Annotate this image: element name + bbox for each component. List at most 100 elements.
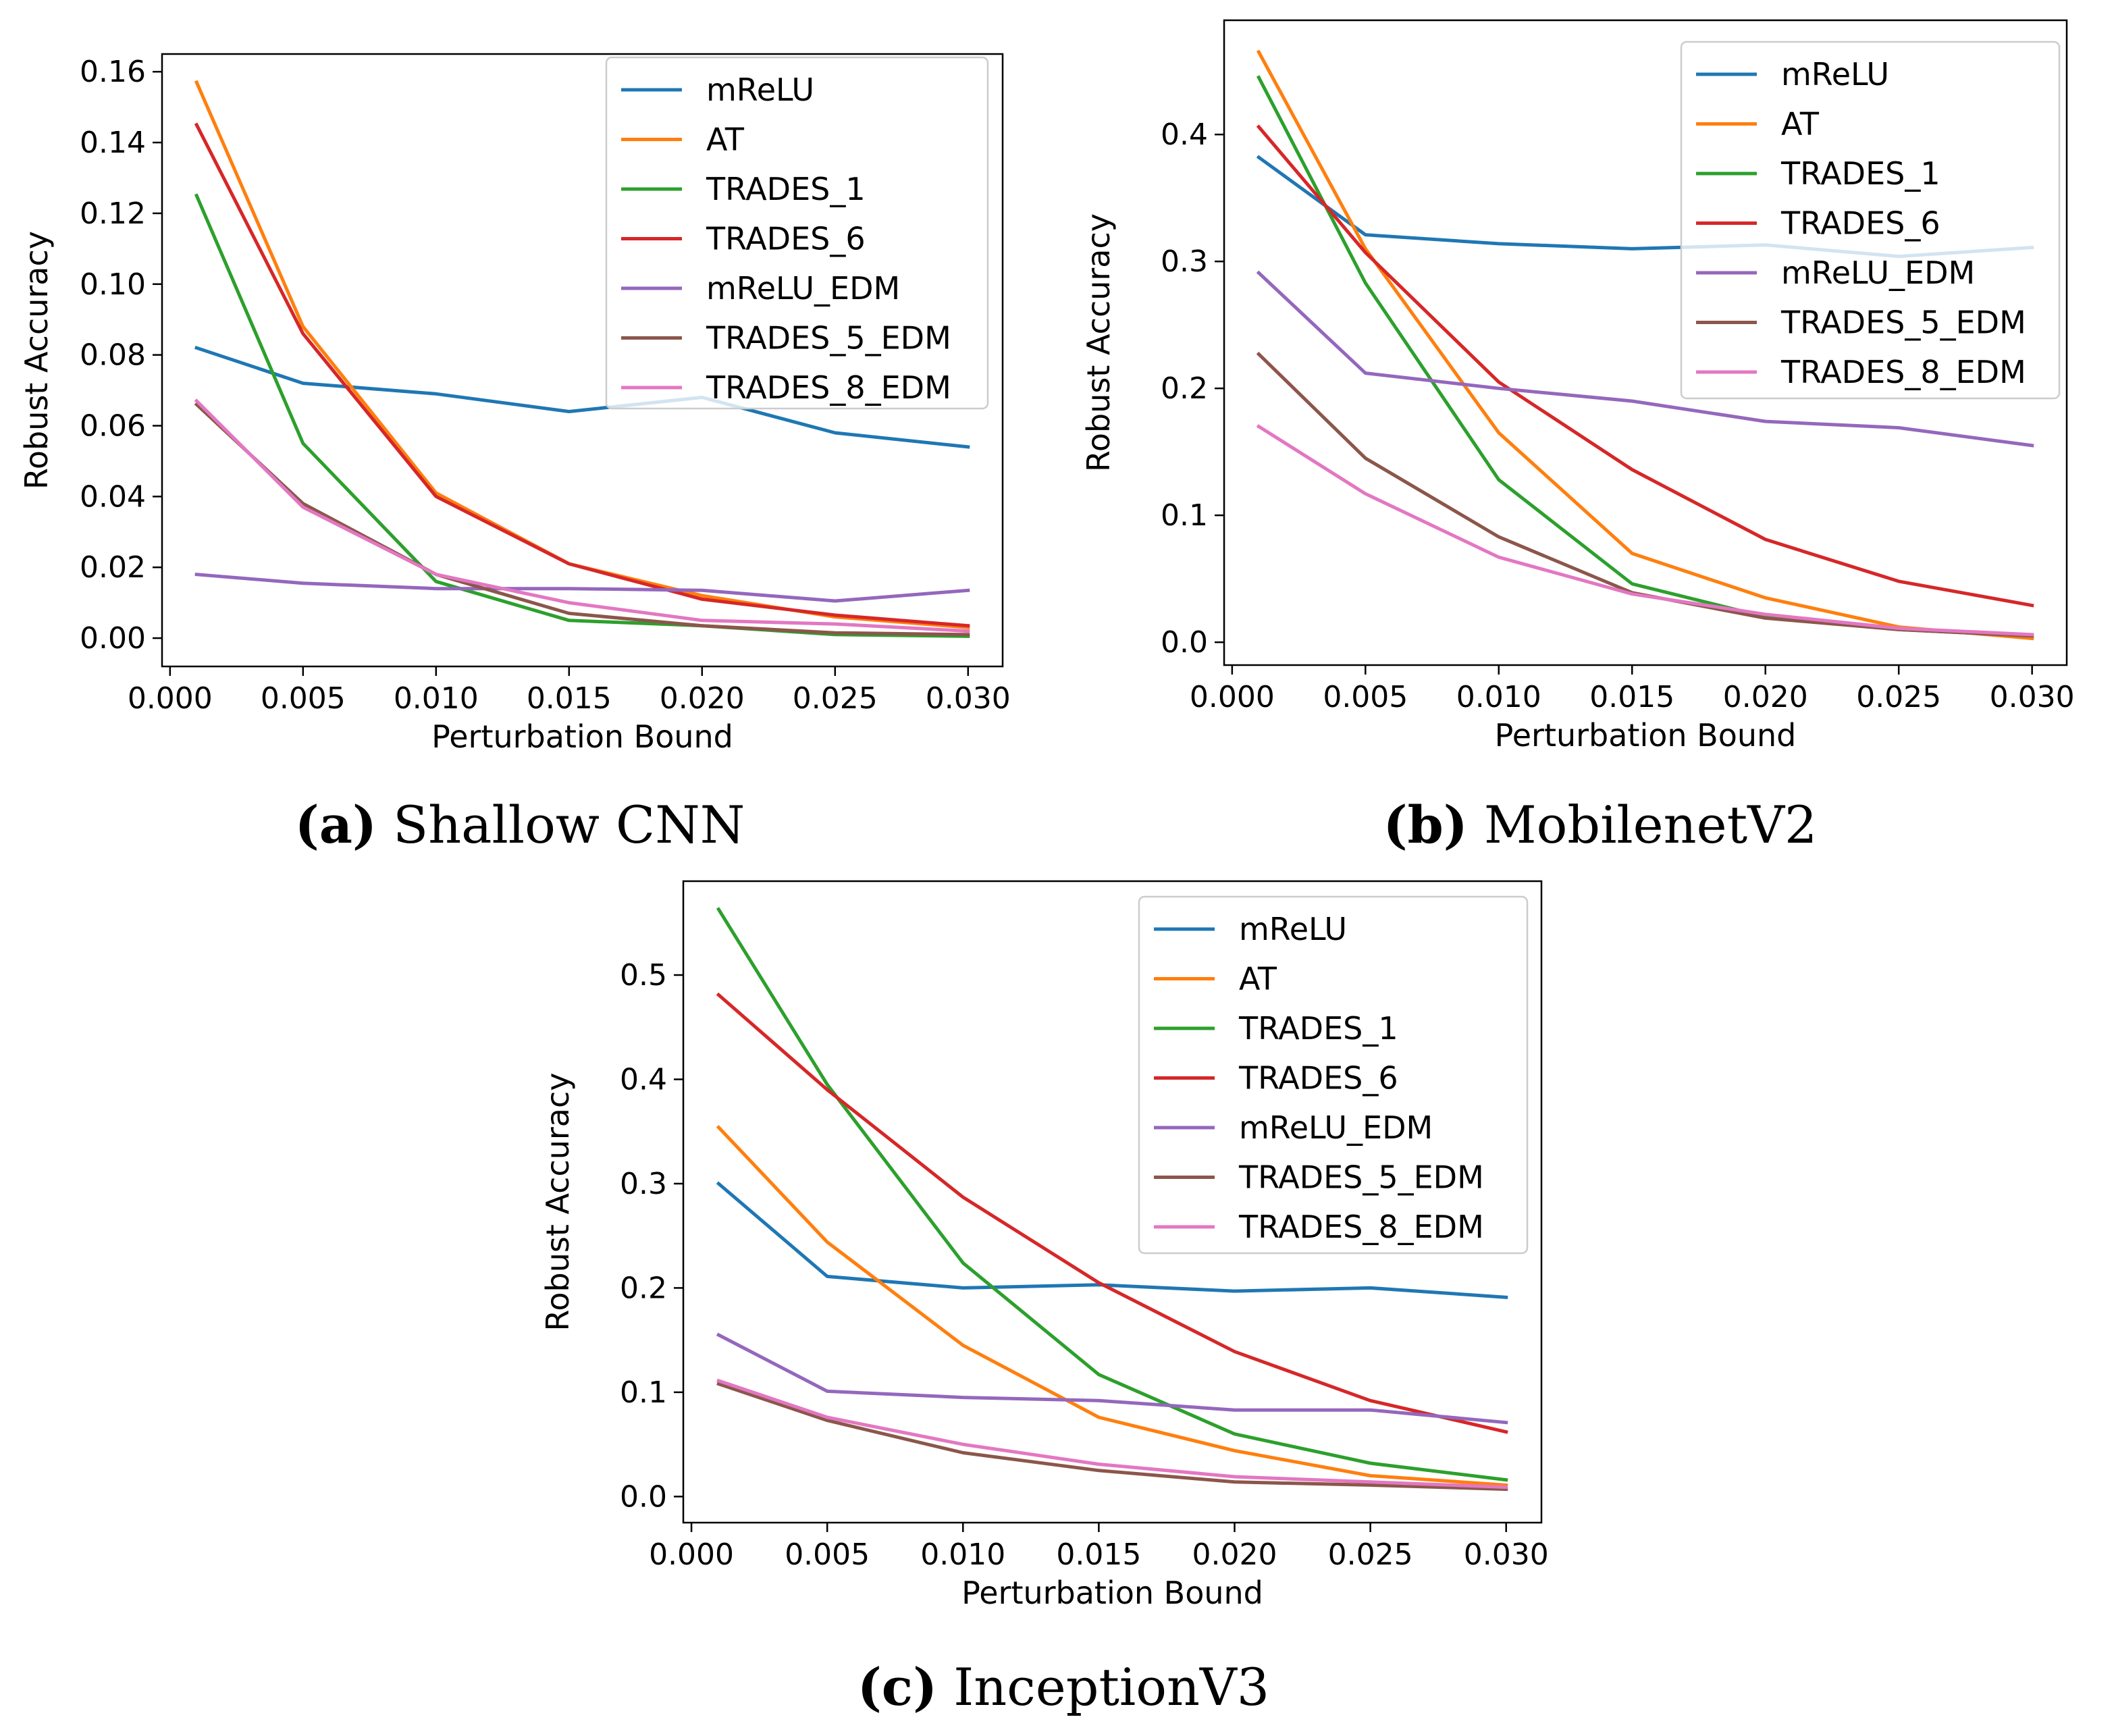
y-tick-label: 0.10 xyxy=(80,267,146,302)
legend-box xyxy=(1680,41,2061,400)
legend-label: AT xyxy=(706,122,745,158)
x-tick-label: 0.025 xyxy=(1856,680,1941,714)
series-line-trades-8-edm xyxy=(194,398,970,633)
subfigure-caption: (c) InceptionV3 xyxy=(857,1657,1269,1717)
y-axis-label: Robust Accuracy xyxy=(18,231,55,490)
y-tick-label: 0.5 xyxy=(620,958,667,993)
legend-label: TRADES_5_EDM xyxy=(706,320,951,357)
caption-letter: (b) xyxy=(1383,795,1468,855)
subfigure-caption: (b) MobilenetV2 xyxy=(1383,795,1818,855)
subfigure-caption: (a) Shallow CNN xyxy=(295,795,745,855)
x-tick-label: 0.000 xyxy=(649,1537,734,1572)
caption-space xyxy=(377,795,393,855)
x-tick-label: 0.020 xyxy=(1192,1537,1277,1572)
y-tick-label: 0.3 xyxy=(1161,244,1208,279)
x-tick-label: 0.015 xyxy=(1056,1537,1141,1572)
legend-label: TRADES_8_EDM xyxy=(1780,354,2026,390)
legend-label: mReLU xyxy=(1239,911,1347,947)
y-tick-label: 0.08 xyxy=(80,338,146,373)
legend-label: TRADES_8_EDM xyxy=(706,369,951,406)
x-tick-label: 0.030 xyxy=(926,681,1011,716)
caption-letter: (c) xyxy=(857,1657,937,1717)
y-tick-label: 0.04 xyxy=(80,479,146,514)
y-tick-label: 0.3 xyxy=(620,1167,667,1201)
x-tick-label: 0.025 xyxy=(793,681,878,716)
legend-box xyxy=(1138,895,1529,1255)
y-tick-label: 0.14 xyxy=(80,126,146,160)
series-line-trades-5-edm xyxy=(194,402,970,637)
y-tick-label: 0.02 xyxy=(80,550,146,585)
x-axis-label: Perturbation Bound xyxy=(1495,717,1797,754)
series-line-mrelu xyxy=(716,1181,1508,1299)
x-tick-label: 0.015 xyxy=(527,681,612,716)
legend-label: mReLU_EDM xyxy=(1239,1109,1433,1146)
panel-shallow-cnn: 0.000 0.005 0.010 0.015 0.020 0.025 0.030 0.00 0… xyxy=(18,53,1011,855)
y-tick-label: 0.06 xyxy=(80,409,146,443)
x-tick-label: 0.010 xyxy=(920,1537,1005,1572)
caption-title: MobilenetV2 xyxy=(1484,795,1818,855)
x-tick-label: 0.000 xyxy=(1190,680,1275,714)
x-tick-label: 0.010 xyxy=(394,681,479,716)
legend-label: mReLU xyxy=(706,72,814,108)
x-tick-label: 0.020 xyxy=(660,681,745,716)
x-tick-label: 0.020 xyxy=(1723,680,1808,714)
plot-frame xyxy=(1223,19,2068,666)
legend-label: TRADES_6 xyxy=(706,221,866,257)
y-tick-label: 0.00 xyxy=(80,621,146,656)
y-axis-label: Robust Accuracy xyxy=(539,1072,576,1331)
x-tick-label: 0.000 xyxy=(128,681,213,716)
panel-inceptionv3: 0.000 0.005 0.010 0.015 0.020 0.025 0.030 0.0 0.… xyxy=(539,880,1549,1717)
legend-label: AT xyxy=(1781,106,1820,142)
x-axis-label: Perturbation Bound xyxy=(431,718,733,755)
panel-mobilenetv2: 0.000 0.005 0.010 0.015 0.020 0.025 0.030 0.0 0.… xyxy=(1080,19,2075,855)
y-tick-label: 0.12 xyxy=(80,196,146,231)
y-tick-label: 0.1 xyxy=(1161,498,1208,533)
y-tick-label: 0.2 xyxy=(1161,371,1208,406)
legend-label: TRADES_5_EDM xyxy=(1238,1159,1484,1196)
series-line-trades-5-edm xyxy=(716,1382,1508,1492)
series-line-trades-6 xyxy=(194,122,970,628)
caption-letter: (a) xyxy=(295,795,377,855)
y-tick-label: 0.2 xyxy=(620,1271,667,1305)
series-line-mrelu-edm xyxy=(716,1332,1508,1425)
y-axis-label: Robust Accuracy xyxy=(1080,213,1117,472)
x-tick-label: 0.005 xyxy=(785,1537,870,1572)
series-line-trades-1 xyxy=(194,193,970,638)
series-line-trades-1 xyxy=(716,907,1508,1482)
legend-label: TRADES_6 xyxy=(1238,1060,1398,1097)
legend-box xyxy=(605,56,989,410)
caption-title: Shallow CNN xyxy=(393,795,745,855)
x-tick-label: 0.015 xyxy=(1589,680,1674,714)
series-line-trades-6 xyxy=(1256,124,2034,608)
series-line-at xyxy=(716,1125,1508,1488)
y-tick-label: 0.1 xyxy=(620,1375,667,1410)
legend-label: TRADES_1 xyxy=(706,171,866,207)
x-tick-label: 0.030 xyxy=(1464,1537,1549,1572)
legend-label: mReLU xyxy=(1781,56,1889,93)
series-line-trades-6 xyxy=(716,992,1508,1434)
legend-label: TRADES_1 xyxy=(1238,1010,1398,1047)
legend-label: mReLU_EDM xyxy=(1781,255,1975,291)
series-line-mrelu-edm xyxy=(1256,270,2034,448)
x-axis-label: Perturbation Bound xyxy=(961,1575,1263,1611)
y-tick-label: 0.4 xyxy=(1161,117,1208,152)
y-tick-label: 0.4 xyxy=(620,1062,667,1097)
caption-space xyxy=(937,1657,953,1717)
caption-title: InceptionV3 xyxy=(953,1657,1269,1717)
x-tick-label: 0.010 xyxy=(1456,680,1541,714)
legend-label: mReLU_EDM xyxy=(706,270,900,307)
series-line-mrelu xyxy=(194,346,970,449)
x-tick-label: 0.005 xyxy=(261,681,346,716)
legend-label: TRADES_6 xyxy=(1780,205,1940,242)
caption-space xyxy=(1468,795,1484,855)
legend-label: AT xyxy=(1239,961,1277,997)
x-tick-label: 0.025 xyxy=(1328,1537,1413,1572)
series-line-trades-8-edm xyxy=(716,1378,1508,1490)
plot-frame xyxy=(161,53,1004,668)
legend-label: TRADES_1 xyxy=(1780,155,1940,192)
legend-label: TRADES_5_EDM xyxy=(1780,305,2026,341)
plot-frame xyxy=(682,880,1543,1524)
x-tick-label: 0.005 xyxy=(1323,680,1408,714)
y-tick-label: 0.16 xyxy=(80,55,146,89)
